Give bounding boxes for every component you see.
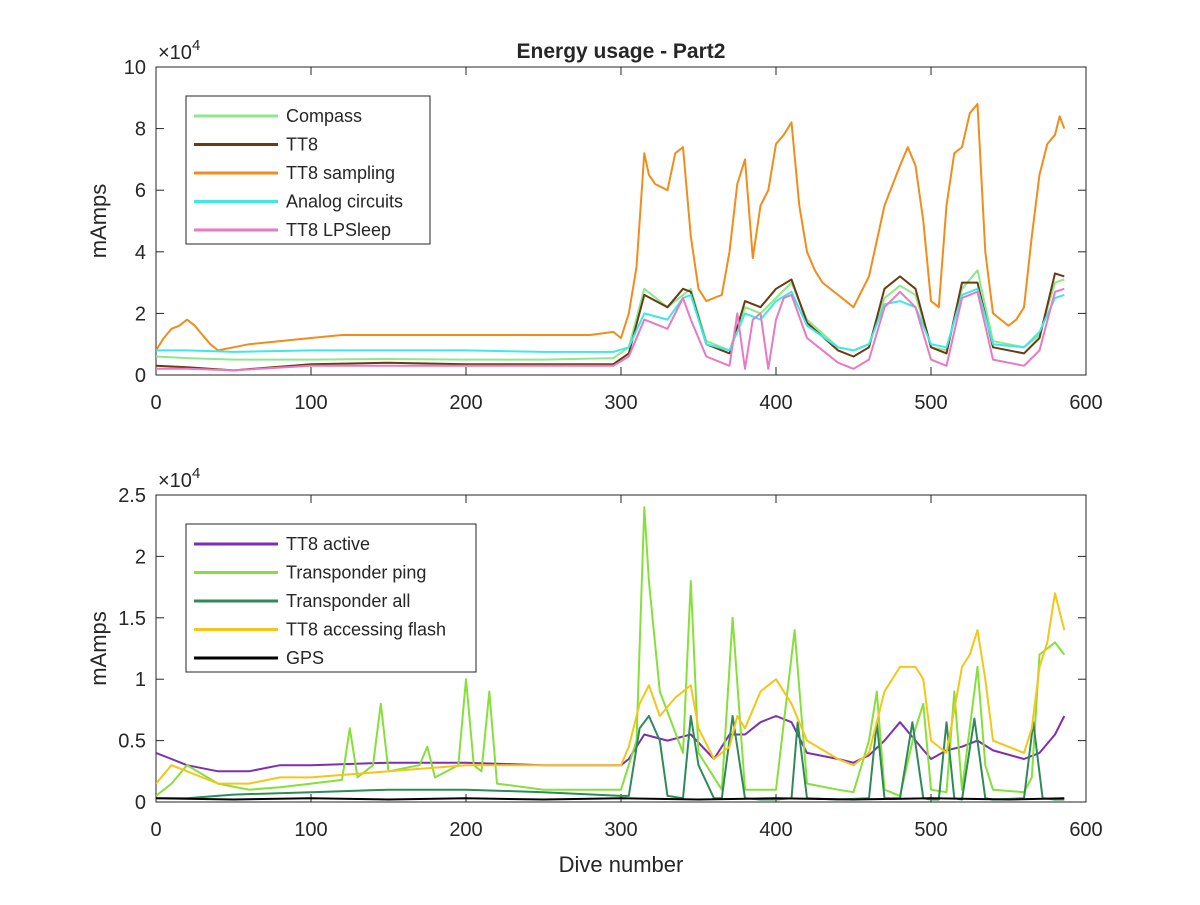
y-exponent-label: ×104 [158, 465, 200, 492]
x-tick-label: 300 [604, 392, 637, 414]
x-tick-label: 0 [150, 819, 161, 841]
y-axis-label: mAmps [86, 611, 111, 686]
x-axis-label: Dive number [559, 852, 684, 877]
x-tick-label: 400 [759, 819, 792, 841]
y-tick-label: 2 [135, 303, 146, 325]
y-tick-label: 0 [135, 792, 146, 814]
legend-box [185, 95, 431, 245]
y-tick-label: 1 [135, 669, 146, 691]
legend-label-tt8-lpsleep: TT8 LPSleep [286, 220, 391, 240]
x-tick-label: 500 [914, 392, 947, 414]
legend-label-gps: GPS [286, 648, 324, 668]
series-line-tt8 [156, 272, 1065, 372]
x-tick-label: 200 [449, 392, 482, 414]
y-tick-label: 2 [135, 546, 146, 568]
y-tick-label: 8 [135, 119, 146, 141]
legend-label-tt8-active: TT8 active [286, 534, 370, 554]
series-line-gps [156, 797, 1065, 801]
legend-label-tt8-accessing-flash: TT8 accessing flash [286, 620, 446, 640]
series-line-tt8-accessing-flash [156, 592, 1066, 785]
legend-label-transponder-ping: Transponder ping [286, 563, 426, 583]
x-tick-label: 0 [150, 392, 161, 414]
x-tick-label: 100 [294, 819, 327, 841]
series-group [156, 506, 1066, 801]
y-exponent-power: 4 [192, 37, 200, 54]
top-plot: 0 100 200 300 400 500 600 0 2 4 6 8 10 ×104 Energy usa… [86, 37, 1103, 414]
series-line-tt8-active [156, 715, 1066, 773]
series-line-tt8-lpsleep [156, 287, 1065, 372]
y-tick-label: 10 [124, 57, 146, 79]
series-line-analog-circuits [156, 287, 1065, 353]
y-tick-label: 1.5 [118, 608, 146, 630]
x-tick-label: 200 [449, 819, 482, 841]
y-tick-label: 2.5 [118, 485, 146, 507]
legend: Compass TT8 TT8 sampling Analog circuits TT8… [185, 95, 431, 245]
x-tick-label: 500 [914, 819, 947, 841]
chart-title: Energy usage - Part2 [517, 40, 726, 63]
y-tick-label: 6 [135, 180, 146, 202]
y-exponent-power: 4 [192, 465, 200, 482]
x-tick-label: 100 [294, 392, 327, 414]
x-tick-label: 600 [1069, 819, 1102, 841]
y-axis-label: mAmps [86, 184, 111, 259]
legend-label-tt8: TT8 [286, 135, 318, 155]
legend-label-analog-circuits: Analog circuits [286, 192, 403, 212]
series-line-tt8-sampling [156, 103, 1066, 352]
legend: TT8 active Transponder ping Transponder al… [185, 523, 477, 673]
y-tick-label: 0.5 [118, 731, 146, 753]
y-tick-label: 0 [135, 365, 146, 387]
legend-label-compass: Compass [286, 106, 362, 126]
x-tick-label: 400 [759, 392, 792, 414]
series-group [156, 103, 1066, 372]
legend-box [185, 523, 477, 673]
legend-label-transponder-all: Transponder all [286, 591, 410, 611]
y-tick-label: 4 [135, 242, 146, 264]
x-tick-label: 300 [604, 819, 637, 841]
legend-label-tt8-sampling: TT8 sampling [286, 163, 395, 183]
bottom-plot: 0 100 200 300 400 500 600 0 0.5 1 1.5 2 2.5 ×104 mAmps… [86, 465, 1103, 877]
y-exponent-label: ×104 [158, 37, 200, 64]
x-tick-label: 600 [1069, 392, 1102, 414]
